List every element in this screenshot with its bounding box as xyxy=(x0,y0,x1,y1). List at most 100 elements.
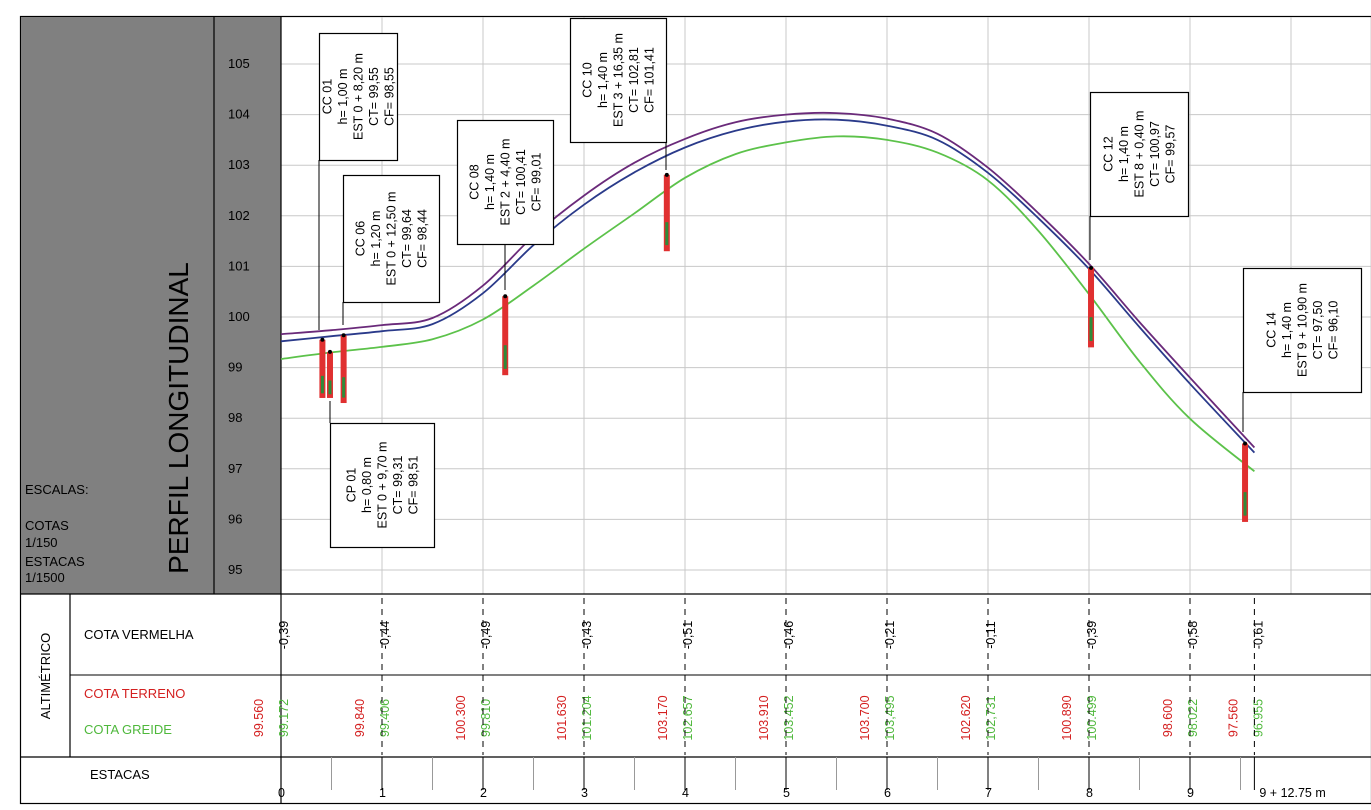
cota-terreno-value: 103.170 xyxy=(656,695,670,740)
probe-top-point xyxy=(341,333,346,338)
elevation-tick-label: 103 xyxy=(228,157,250,172)
elevation-tick-label: 102 xyxy=(228,208,250,223)
probe-bar xyxy=(326,351,333,398)
probe-top-point xyxy=(327,349,332,354)
probe-water-segment xyxy=(665,222,669,246)
cota-greide-value: 100.499 xyxy=(1085,695,1099,740)
cota-vermelha-value: -0,39 xyxy=(277,621,291,650)
table-values: -0,39 -0,44 -0,49 -0,43 -0,51 -0,46 -0,21 -0,11… xyxy=(252,598,1266,755)
callout-text: CT= 100,41 xyxy=(514,149,528,215)
borehole-markers xyxy=(319,172,1249,522)
scale-line: COTAS xyxy=(25,518,69,533)
callout-text: CT= 97,50 xyxy=(1311,301,1325,360)
cota-vermelha-value: -0,44 xyxy=(378,621,392,650)
callout-text: CF= 96,10 xyxy=(1326,301,1340,360)
cota-vermelha-value: -0,43 xyxy=(580,621,594,650)
cota-vermelha-value: -0,46 xyxy=(782,621,796,650)
cota-vermelha-value: -0,21 xyxy=(883,621,897,650)
callout-text: CT= 100,97 xyxy=(1148,121,1162,187)
elevation-tick-label: 105 xyxy=(228,56,250,71)
callout-text: h= 1,40 m xyxy=(596,52,610,108)
cota-terreno-value: 103.700 xyxy=(858,695,872,740)
callout-box xyxy=(456,119,555,246)
callout-text: h= 1,20 m xyxy=(369,211,383,267)
callout-text: CT= 99,55 xyxy=(367,67,381,126)
grade-profile-line xyxy=(280,135,1255,472)
station-label: 9 xyxy=(1187,786,1194,800)
cota-greide-value: 101.204 xyxy=(580,695,594,740)
cota-greide-value: 99.406 xyxy=(378,699,392,737)
callout-text: h= 0,80 m xyxy=(360,457,374,513)
cota-terreno-value: 99.840 xyxy=(353,699,367,737)
callout-text: EST 2 + 4,40 m xyxy=(498,139,512,226)
callout-box xyxy=(342,174,441,304)
cota-vermelha-label: COTA VERMELHA xyxy=(84,627,194,642)
probe-water-segment xyxy=(320,375,324,394)
probe-water-segment xyxy=(503,345,507,369)
probe-top-point xyxy=(1243,441,1248,446)
scale-line: 1/150 xyxy=(25,535,58,550)
cota-vermelha-value: -0,11 xyxy=(984,621,998,649)
callout-text: h= 1,00 m xyxy=(336,69,350,125)
elevation-tick-label: 99 xyxy=(228,360,242,375)
probe-top-point xyxy=(503,294,508,299)
callout-text: CP 01 xyxy=(344,468,358,503)
cota-terreno-value: 97.560 xyxy=(1226,699,1240,737)
scales-heading: ESCALAS: xyxy=(25,482,89,497)
elevation-tick-label: 98 xyxy=(228,410,242,425)
cota-greide-value: 103.452 xyxy=(782,695,796,740)
profile-title: PERFIL LONGITUDINAL xyxy=(163,262,194,574)
probe-bar xyxy=(1088,267,1095,348)
scale-line: ESTACAS xyxy=(25,554,85,569)
probe-bar xyxy=(340,335,347,404)
cota-terreno-label: COTA TERRENO xyxy=(84,686,185,701)
elevation-tick-label: 100 xyxy=(228,309,250,324)
callout-box xyxy=(569,17,668,144)
callout-text: h= 1,40 m xyxy=(483,154,497,210)
station-label: 9 + 12.75 m xyxy=(1259,786,1325,800)
callout-text: CT= 99,64 xyxy=(400,209,414,268)
callout-text: h= 1,40 m xyxy=(1280,302,1294,358)
cota-terreno-value: 101.630 xyxy=(555,695,569,740)
callout-text: CF= 99,57 xyxy=(1163,125,1177,184)
cota-greide-label: COTA GREIDE xyxy=(84,722,172,737)
station-label: 1 xyxy=(379,786,386,800)
cota-vermelha-value: -0,58 xyxy=(1186,621,1200,650)
cota-greide-value: 98.022 xyxy=(1186,699,1200,737)
cota-vermelha-value: -0,51 xyxy=(681,621,695,650)
probe-top-point xyxy=(320,337,325,342)
callout-text: CT= 99,31 xyxy=(391,456,405,515)
cota-vermelha-value: -0,39 xyxy=(1085,621,1099,650)
elevation-tick-label: 95 xyxy=(228,562,242,577)
station-label: 2 xyxy=(480,786,487,800)
callout-box xyxy=(1242,267,1363,394)
estacas-label: ESTACAS xyxy=(90,767,150,782)
callout-text: CC 10 xyxy=(580,62,594,97)
title-panel xyxy=(21,17,281,594)
callout-text: CF= 98,44 xyxy=(415,209,429,268)
probe-top-point xyxy=(664,172,669,177)
probe-bar xyxy=(319,339,326,398)
cota-terreno-value: 103.910 xyxy=(757,695,771,740)
callout-box xyxy=(318,32,399,162)
elevation-axis: 105 104 103 102 101 100 99 98 97 96 95 xyxy=(228,56,250,577)
cota-greide-value: 102,731 xyxy=(984,695,998,740)
callout-text: EST 9 + 10,90 m xyxy=(1295,283,1309,377)
station-label: 3 xyxy=(581,786,588,800)
callout-text: CC 12 xyxy=(1101,136,1115,171)
callout-text: EST 3 + 16,35 m xyxy=(611,33,625,127)
cota-terreno-value: 100.890 xyxy=(1060,695,1074,740)
cota-vermelha-value: -0,49 xyxy=(479,621,493,650)
callout-box xyxy=(329,422,436,549)
terrain-profile-line xyxy=(280,111,1256,449)
probe-top-point xyxy=(1089,265,1094,270)
cota-terreno-value: 98.600 xyxy=(1161,699,1175,737)
elevation-tick-label: 97 xyxy=(228,461,242,476)
elevation-tick-label: 104 xyxy=(228,107,250,122)
callout-text: CC 01 xyxy=(320,79,334,114)
station-label: 8 xyxy=(1086,786,1093,800)
cota-terreno-value: 102.620 xyxy=(959,695,973,740)
cota-greide-value: 102.657 xyxy=(681,695,695,740)
probe-water-segment xyxy=(1243,492,1247,516)
